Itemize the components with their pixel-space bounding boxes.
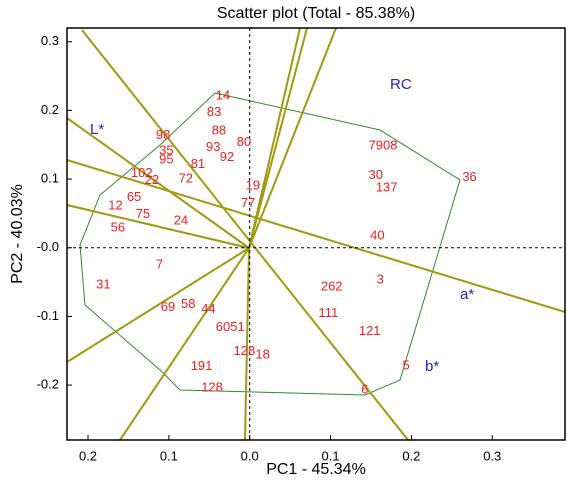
x-tick-label: 0.2 [79,448,97,463]
y-tick-label: -0.0 [37,239,59,254]
y-axis-label: PC2 - 40.03% [9,184,26,284]
point-label: 44 [201,301,215,316]
point-label: 77 [241,195,255,210]
x-tick-label: 0.0 [241,448,259,463]
x-axis-label: PC1 - 45.34% [266,461,366,478]
y-tick-label: 0.3 [41,33,59,48]
point-label: 137 [376,179,398,194]
point-label: 19 [246,177,260,192]
point-label: 128 [234,343,256,358]
vector-label: L* [90,121,104,138]
vector-label: a* [460,286,474,303]
point-label: 5 [403,357,410,372]
point-label: 40 [370,227,384,242]
point-label: 128 [201,379,223,394]
point-label: 30 [369,167,383,182]
point-label: 18 [255,346,269,361]
point-label: 35 [159,142,173,157]
point-label: 7908 [369,138,398,153]
x-tick-label: 0.1 [160,448,178,463]
point-label: 65 [127,189,141,204]
point-label: 3 [377,271,384,286]
point-label: 80 [237,134,251,149]
point-label: 121 [359,323,381,338]
vector-label: b* [425,358,439,375]
point-label: 31 [96,276,110,291]
point-label: 12 [108,197,122,212]
point-label: 111 [318,305,338,320]
x-tick-label: 0.2 [402,448,420,463]
x-tick-label: 0.1 [322,448,340,463]
x-tick-label: 0.3 [483,448,501,463]
point-label: 95 [159,151,173,166]
point-label: 6 [361,381,368,396]
point-label: 56 [111,219,125,234]
point-label: 88 [212,122,226,137]
point-label: 262 [321,278,343,293]
point-label: 6051 [216,319,245,334]
y-tick-label: -0.1 [37,308,59,323]
point-label: 14 [216,87,230,102]
y-tick-label: 0.2 [41,102,59,117]
point-label: 22 [145,172,159,187]
point-label: 98 [156,127,170,142]
point-label: 93 [206,139,220,154]
hull [79,92,461,396]
point-label: 92 [220,149,234,164]
point-label: 83 [207,104,221,119]
point-label: 24 [174,212,188,227]
point-label: 75 [136,206,150,221]
y-tick-label: -0.2 [37,377,59,392]
plot-frame [66,27,566,441]
vector-label: RC [390,76,412,93]
point-label: 81 [191,156,205,171]
point-label: 69 [161,299,175,314]
point-label: 36 [462,169,476,184]
chart-title: Scatter plot (Total - 85.38%) [217,5,415,22]
loading-vectors [66,27,566,441]
y-tick-label: 0.1 [41,171,59,186]
point-label: 58 [181,296,195,311]
point-label: 102 [131,165,153,180]
point-label: 7 [156,256,163,271]
point-label: 191 [191,358,213,373]
point-label: 72 [179,171,193,186]
